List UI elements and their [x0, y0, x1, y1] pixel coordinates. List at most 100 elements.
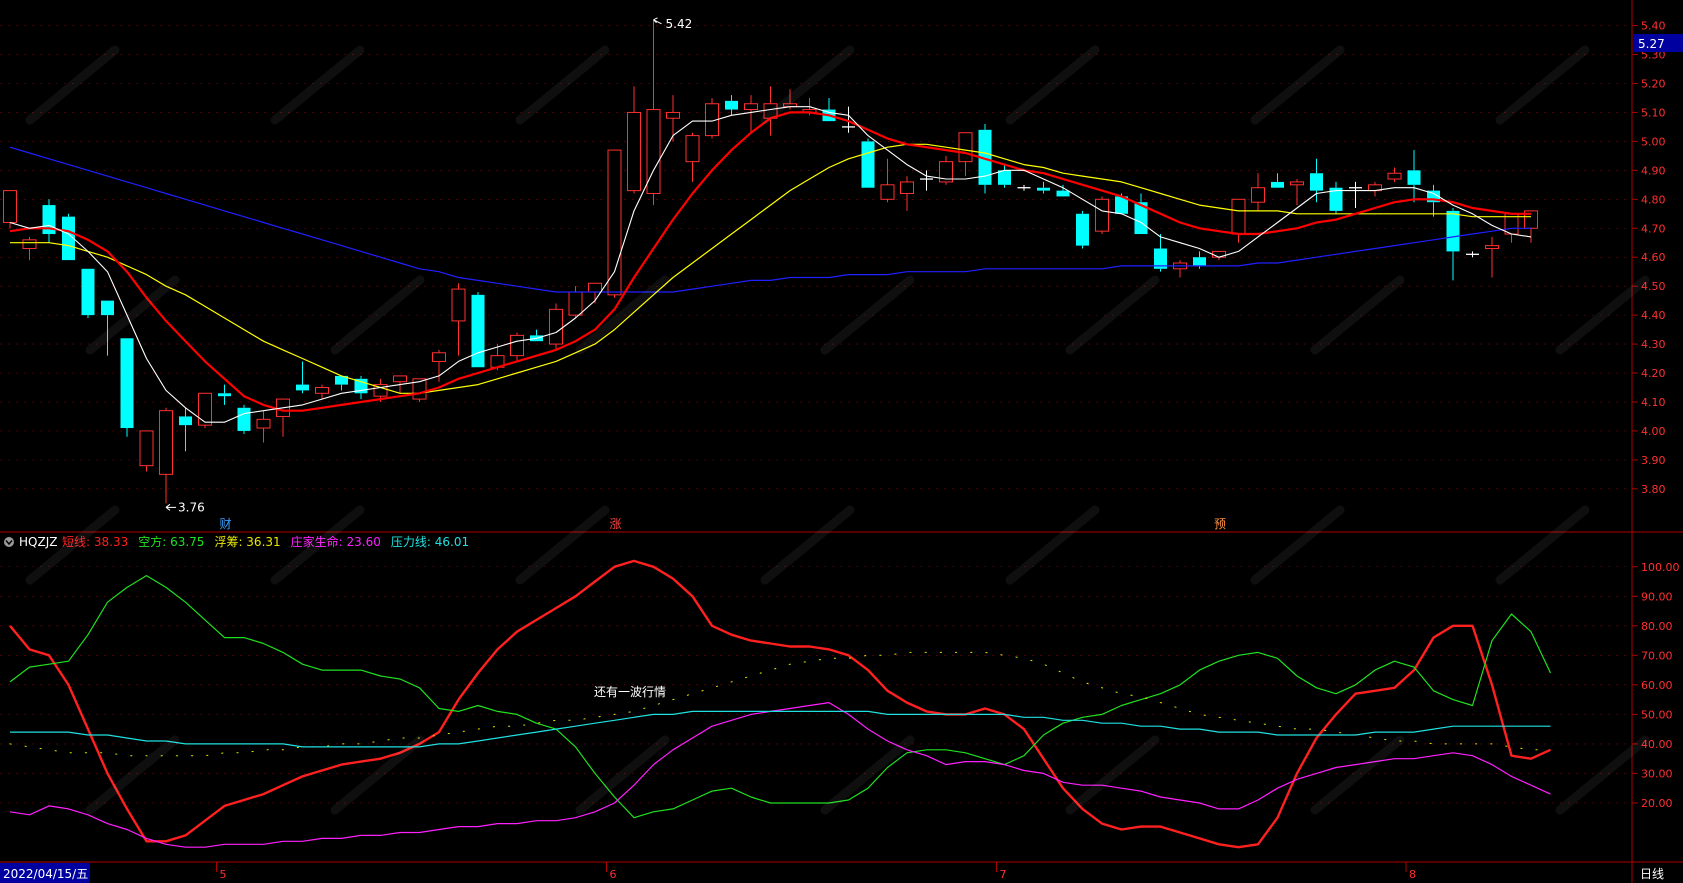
- candle: [3, 190, 17, 229]
- candle: [705, 97, 719, 139]
- candle-body: [568, 291, 583, 316]
- candle: [1446, 207, 1460, 281]
- candle-body: [1446, 210, 1460, 252]
- candle-body: [256, 418, 271, 429]
- watermark-mark: [760, 505, 855, 585]
- month-label: 6: [610, 868, 617, 881]
- indicator-name[interactable]: HQZJZ: [19, 535, 57, 549]
- period-label[interactable]: 日线: [1640, 867, 1664, 881]
- candle-body: [1115, 196, 1128, 214]
- candle: [1017, 184, 1031, 191]
- indicator-tick-label: 50.00: [1641, 708, 1673, 721]
- candle: [1290, 179, 1304, 206]
- watermark-mark: [1555, 275, 1650, 355]
- bottom-bar: 2022/04/15/五 5 6 7 8 日线: [0, 862, 1664, 883]
- ma60-line: [9, 146, 1531, 293]
- price-tick-label: 4.50: [1641, 280, 1666, 293]
- candle-body: [159, 410, 173, 475]
- candle-body: [218, 393, 231, 397]
- price-tick-label: 4.70: [1641, 222, 1666, 235]
- candle-body: [3, 190, 17, 223]
- candle: [1095, 196, 1109, 235]
- candle: [237, 404, 251, 434]
- candle-body: [335, 375, 348, 385]
- candle: [393, 375, 407, 394]
- date-label: 2022/04/15/五: [3, 867, 88, 881]
- candle-body: [1056, 190, 1070, 197]
- watermark-mark: [515, 505, 610, 585]
- price-tick-label: 4.40: [1641, 309, 1666, 322]
- candle: [607, 149, 622, 298]
- candle: [880, 158, 895, 203]
- candle-body: [471, 294, 485, 368]
- high-annotation: 5.42: [666, 17, 693, 31]
- candle-body: [939, 161, 953, 183]
- series-float-line: [9, 651, 1551, 757]
- candle: [744, 95, 758, 133]
- month-label: 7: [1000, 868, 1007, 881]
- watermarks: [25, 45, 1650, 815]
- candle: [842, 106, 855, 133]
- candle: [1466, 251, 1479, 258]
- candle-body: [393, 375, 407, 383]
- candle-body: [1251, 187, 1265, 203]
- event-marker[interactable]: 预: [1214, 517, 1226, 531]
- watermark-mark: [330, 735, 425, 815]
- watermark-mark: [575, 275, 670, 355]
- candle-body: [1485, 245, 1499, 250]
- price-tick-label: 4.80: [1641, 193, 1666, 206]
- candle-body: [1076, 213, 1089, 246]
- indicator-value: 浮筹: 36.31: [214, 535, 280, 549]
- price-tick-label: 3.80: [1641, 483, 1666, 496]
- candle-body: [315, 387, 329, 394]
- indicator-value: 空方: 63.75: [138, 534, 204, 549]
- candle-body: [22, 239, 37, 250]
- event-marker[interactable]: 涨: [610, 516, 622, 531]
- watermark-mark: [25, 45, 120, 125]
- watermark-mark: [85, 275, 180, 355]
- ma20-line: [10, 143, 1531, 394]
- event-marker[interactable]: 财: [220, 517, 232, 531]
- candle-body: [139, 430, 154, 467]
- candle-body: [861, 141, 875, 188]
- candle: [1076, 210, 1089, 249]
- indicator-values: 短线: 38.33 空方: 63.75 浮筹: 36.31 庄家生命: 23.60 压力…: [62, 534, 469, 549]
- watermark-mark: [1310, 735, 1405, 815]
- candle-body: [900, 181, 914, 195]
- indicator-tick-label: 30.00: [1641, 767, 1673, 780]
- price-annotations: 5.42 3.76 财 涨 预: [165, 17, 1226, 531]
- candle-body: [1037, 187, 1050, 191]
- candle-body: [978, 129, 992, 185]
- chevron-down-icon: [5, 540, 13, 546]
- candle: [1037, 181, 1050, 194]
- candle: [335, 375, 348, 391]
- price-tick-label: 4.30: [1641, 338, 1666, 351]
- indicator-tick-label: 20.00: [1641, 797, 1673, 810]
- series-dealer-line: [9, 702, 1551, 848]
- candle: [179, 407, 192, 452]
- candle: [471, 291, 485, 368]
- candle-body: [198, 392, 212, 426]
- candle: [861, 138, 875, 188]
- candle-body: [958, 132, 973, 163]
- candle: [1271, 173, 1284, 188]
- last-price-label: 5.27: [1638, 37, 1665, 51]
- indicator-tick-label: 90.00: [1641, 590, 1673, 603]
- candle: [1485, 236, 1499, 278]
- candle-body: [1095, 198, 1109, 232]
- candle: [373, 378, 388, 402]
- indicator-toggle-icon[interactable]: [4, 537, 14, 547]
- candle-body: [1290, 181, 1304, 186]
- watermark-mark: [820, 735, 915, 815]
- watermark-mark: [1005, 505, 1100, 585]
- candle: [920, 170, 933, 191]
- x-axis-months: 5 6 7 8: [216, 862, 1416, 881]
- indicator-tick-label: 40.00: [1641, 738, 1673, 751]
- indicator-annotation: 还有一波行情: [594, 685, 666, 699]
- watermark-mark: [820, 275, 915, 355]
- low-arrow-icon: [165, 503, 176, 511]
- candle-body: [101, 300, 114, 316]
- price-tick-label: 5.40: [1641, 20, 1666, 33]
